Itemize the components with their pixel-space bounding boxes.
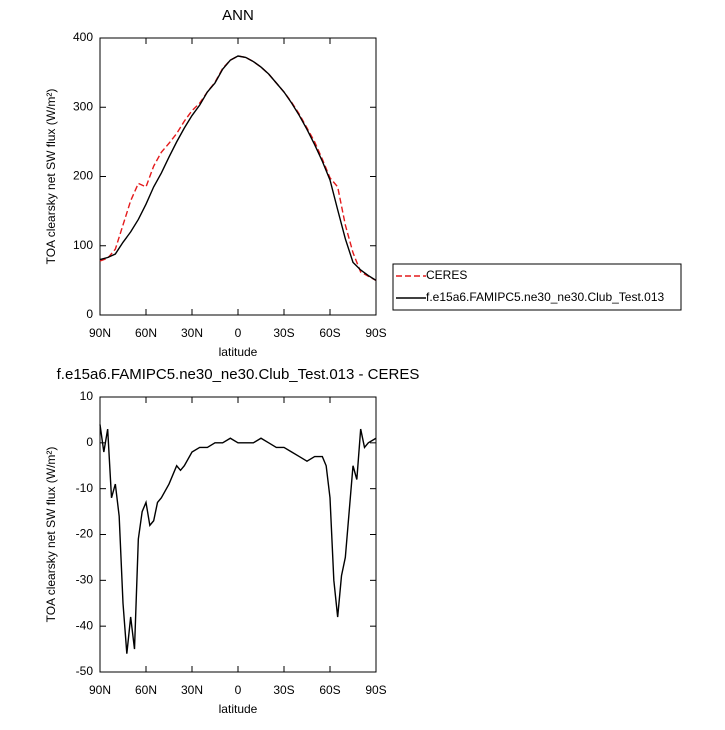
x-tick-label: 90N [89,683,111,697]
y-tick-label: -20 [76,527,94,541]
y-tick-label: 300 [73,99,93,113]
y-tick-label: 200 [73,169,93,183]
series-line [99,55,377,281]
x-tick-label: 30S [273,326,294,340]
y-tick-label: -30 [76,573,94,587]
y-tick-label: -40 [76,618,94,632]
plot-frame [99,396,377,673]
y-tick-label: 400 [73,30,93,44]
legend: CERES f.e15a6.FAMIPC5.ne30_ne30.Club_Test… [392,263,682,311]
y-tick-label: 0 [86,307,93,321]
x-axis-label: latitude [219,345,258,359]
x-tick-label: 30N [181,683,203,697]
legend-label: CERES [426,268,467,282]
y-tick-label: -50 [76,664,94,678]
y-tick-label: -10 [76,481,94,495]
series-line [99,55,377,281]
chart-title: ANN [222,7,254,24]
legend-box [392,263,682,311]
plot-frame [99,37,377,316]
y-axis-label: TOA clearsky net SW flux (W/m²) [44,447,58,623]
series-line [99,424,377,654]
y-tick-label: 0 [86,435,93,449]
x-axis-label: latitude [219,702,258,716]
x-tick-label: 60N [135,326,157,340]
x-tick-label: 90S [365,326,386,340]
x-tick-label: 30N [181,326,203,340]
x-tick-label: 0 [235,683,242,697]
y-axis-label: TOA clearsky net SW flux (W/m²) [44,89,58,265]
legend-label: f.e15a6.FAMIPC5.ne30_ne30.Club_Test.013 [426,290,664,304]
y-tick-label: 10 [80,389,94,403]
x-tick-label: 30S [273,683,294,697]
x-tick-label: 0 [235,326,242,340]
x-tick-label: 60S [319,683,340,697]
y-tick-label: 100 [73,238,93,252]
x-tick-label: 90S [365,683,386,697]
x-tick-label: 60S [319,326,340,340]
x-tick-label: 90N [89,326,111,340]
x-tick-label: 60N [135,683,157,697]
chart-title: f.e15a6.FAMIPC5.ne30_ne30.Club_Test.013 … [57,366,420,383]
